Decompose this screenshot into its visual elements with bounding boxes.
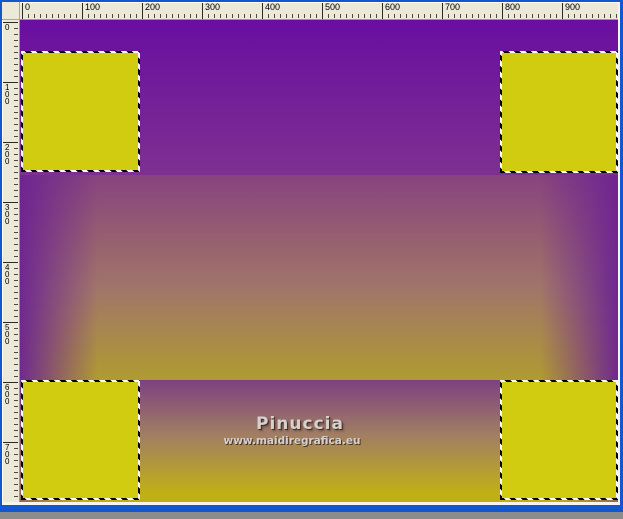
ruler-corner-box xyxy=(2,2,20,20)
canvas-edge-right xyxy=(618,2,620,502)
watermark-title: Pinuccia xyxy=(256,414,344,434)
ruler-h-label: 600 xyxy=(385,2,401,12)
window-border-top xyxy=(0,0,623,2)
selection-marquee-bottom-right[interactable] xyxy=(500,380,618,500)
selection-marquee-bottom-left[interactable] xyxy=(21,380,140,500)
ruler-h-label: 900 xyxy=(565,2,581,12)
canvas-edge-bottom xyxy=(2,502,620,505)
ruler-horizontal[interactable]: 0 100 200 300 400 500 600 700 800 900 xyxy=(20,2,618,20)
window-border-right xyxy=(620,0,623,512)
statusbar-area xyxy=(0,512,623,519)
ruler-h-label: 800 xyxy=(505,2,521,12)
ruler-h-label: 300 xyxy=(205,2,221,12)
ruler-h-label: 100 xyxy=(85,2,101,12)
ruler-h-label: 0 xyxy=(25,2,31,12)
ruler-v-label: 0 xyxy=(5,23,10,32)
ruler-h-label: 400 xyxy=(265,2,281,12)
canvas-area[interactable]: Pinuccia www.maidiregrafica.eu xyxy=(20,20,618,502)
selection-marquee-top-right[interactable] xyxy=(500,51,618,173)
ruler-h-label: 700 xyxy=(445,2,461,12)
window-border-bottom xyxy=(0,505,623,512)
watermark-url: www.maidiregrafica.eu xyxy=(223,435,361,447)
ruler-h-label: 200 xyxy=(145,2,161,12)
selection-marquee-top-left[interactable] xyxy=(21,51,140,172)
window-border-left xyxy=(0,2,2,512)
artwork-middle-gradient-band xyxy=(20,175,618,380)
ruler-h-label: 500 xyxy=(325,2,341,12)
